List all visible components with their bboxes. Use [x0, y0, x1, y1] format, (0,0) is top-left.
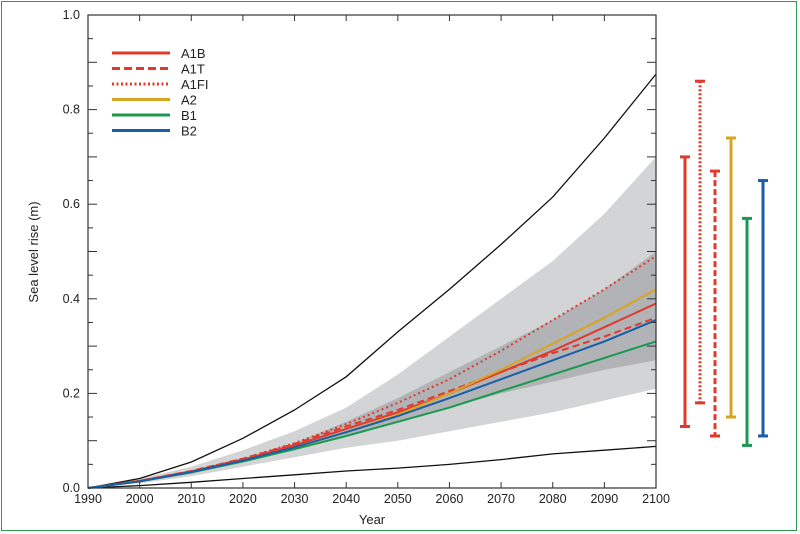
- x-tick-label: 2050: [384, 492, 412, 506]
- x-tick-label: 2000: [126, 492, 154, 506]
- x-tick-label: 2020: [229, 492, 257, 506]
- x-tick-label: 2040: [332, 492, 360, 506]
- legend-label-a1b: A1B: [181, 46, 206, 61]
- x-tick-label: 2060: [436, 492, 464, 506]
- x-tick-label: 2030: [281, 492, 309, 506]
- y-tick-label: 0.2: [63, 386, 80, 400]
- y-tick-label: 0.8: [63, 103, 80, 117]
- x-tick-label: 2100: [642, 492, 670, 506]
- legend-label-a2: A2: [181, 93, 197, 108]
- upper-bound-line: [87, 73, 657, 489]
- x-tick-label: 1990: [74, 492, 102, 506]
- legend-label-b2: B2: [181, 124, 197, 139]
- y-tick-label: 0.0: [63, 481, 80, 495]
- y-tick-label: 0.4: [63, 292, 80, 306]
- x-tick-label: 2010: [177, 492, 205, 506]
- x-axis-label: Year: [359, 512, 386, 527]
- legend-label-a1t: A1T: [181, 62, 205, 77]
- legend-label-b1: B1: [181, 108, 197, 123]
- lower-bound-line: [87, 445, 657, 489]
- series-line-b2: [87, 319, 657, 489]
- outer-uncertainty-band: [88, 156, 656, 488]
- y-tick-label: 0.6: [63, 197, 80, 211]
- y-axis-label: Sea level rise (m): [26, 201, 41, 302]
- inner-uncertainty-band: [88, 251, 656, 488]
- x-tick-label: 2080: [539, 492, 567, 506]
- y-tick-label: 1.0: [63, 8, 80, 22]
- x-tick-label: 2090: [590, 492, 618, 506]
- x-tick-label: 2070: [487, 492, 515, 506]
- legend-label-a1fi: A1FI: [181, 77, 208, 92]
